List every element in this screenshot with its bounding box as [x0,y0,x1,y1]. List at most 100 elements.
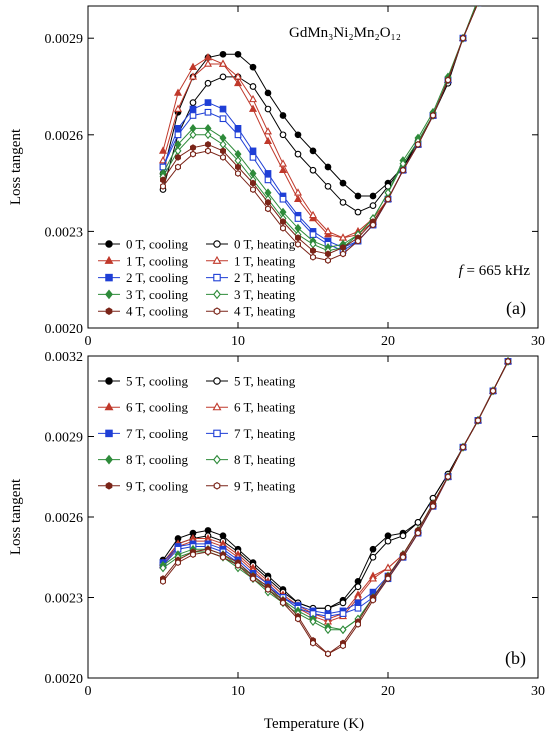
y-tick-label: 0.0020 [45,672,84,687]
x-tick-label: 10 [231,684,245,699]
data-point [204,130,212,140]
data-point [324,612,332,620]
y-tick-label: 0.0029 [45,32,84,47]
data-point [445,76,451,84]
legend-label: 6 T, cooling [126,400,188,415]
legend-marker [212,255,222,264]
data-point [460,443,466,451]
data-point [190,150,196,158]
data-point [368,574,378,582]
data-point [204,79,212,87]
legend-marker [105,454,113,465]
data-point [219,115,227,123]
data-point [477,6,479,7]
y-tick-label: 0.0029 [45,431,84,446]
data-point [340,642,346,650]
legend-marker [105,429,113,438]
data-point [248,94,258,103]
data-point [205,141,211,148]
data-point [264,170,272,177]
data-point [475,416,481,424]
data-point [279,112,287,119]
data-point [339,610,347,617]
legend-marker [105,289,113,300]
data-point [308,210,318,219]
data-point [294,131,302,139]
data-point [475,0,481,3]
legend-marker [213,429,221,438]
data-point [293,194,303,202]
data-point [263,136,273,145]
data-point [477,6,479,7]
data-point [190,551,196,559]
data-point [293,188,303,196]
data-point [385,195,391,203]
annotation-value: = 665 kHz [463,263,531,279]
panel-b: 0 10 20 30 0.0020 0.0023 0.0026 0.0029 0.0032 Los… [8,350,545,699]
y-tick-label: 0.0023 [45,225,84,240]
data-point [219,50,227,58]
data-point [220,153,226,161]
legend-label: 5 T, cooling [126,374,188,389]
x-axis-title: Temperature (K) [264,716,364,732]
legend-label: 4 T, cooling [126,304,188,319]
data-point [174,125,182,132]
data-point [339,179,347,187]
data-point [295,615,301,623]
panel-tag: (b) [505,648,526,669]
data-point [234,125,242,132]
x-tick-label: 30 [531,334,545,349]
data-point [188,72,198,80]
y-tick-label: 0.0032 [45,350,84,365]
data-point [490,387,496,395]
data-point [369,545,377,553]
data-point [430,502,436,510]
x-tick-label: 0 [85,684,92,699]
legend-label: 0 T, cooling [126,237,188,252]
data-point [295,234,301,242]
data-point [445,473,451,481]
data-point [190,144,196,152]
legend: 5 T, cooling 5 T, heating 6 T, cooling 6 T,… [98,374,296,493]
data-point [400,166,406,174]
data-point [369,192,377,200]
data-point [265,586,271,593]
x-tick-label: 20 [381,684,395,699]
data-point [279,131,287,139]
data-point [280,599,286,607]
data-point [370,221,376,229]
data-point [279,195,287,203]
data-point [219,532,227,540]
data-point [218,59,228,67]
data-point [264,89,272,97]
data-point [430,112,436,119]
panel-tag: (a) [506,298,526,319]
data-point [414,519,422,526]
legend-label: 2 T, cooling [126,270,188,285]
data-point [219,73,227,81]
data-point [158,146,168,154]
data-point [173,88,183,96]
data-point [220,553,226,561]
data-point [219,105,227,113]
series-line [162,361,509,655]
series-line [162,361,509,623]
data-point [325,250,331,258]
data-point [400,553,406,561]
series-line [162,361,509,617]
data-point [205,147,211,155]
data-point [415,141,421,148]
data-point [249,63,257,71]
x-tick-label: 30 [531,684,545,699]
data-point [325,650,331,658]
legend-marker [213,289,221,300]
series-group [158,0,482,264]
legend-label: 2 T, heating [234,270,296,285]
legend-label: 1 T, heating [234,253,296,268]
data-point [249,83,257,90]
data-point [324,163,332,171]
y-tick-label: 0.0023 [45,592,84,607]
data-point [354,599,362,607]
data-point [475,0,481,5]
legend-marker [213,481,221,490]
